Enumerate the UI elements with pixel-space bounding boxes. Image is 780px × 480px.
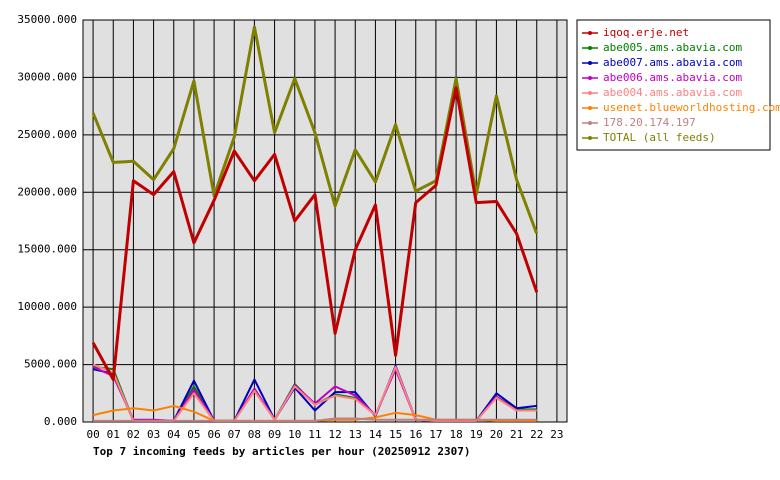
- x-tick-label: 06: [207, 428, 220, 441]
- legend-box: [576, 19, 771, 151]
- y-tick-label: 30000.000: [17, 70, 77, 83]
- chart-title: Top 7 incoming feeds by articles per hou…: [93, 445, 471, 458]
- legend-label: TOTAL (all feeds): [603, 131, 716, 144]
- x-tick-label: 02: [127, 428, 140, 441]
- legend-marker: [588, 61, 592, 65]
- y-tick-label: 5000.000: [24, 358, 77, 371]
- x-tick-label: 19: [470, 428, 483, 441]
- series-line: [91, 86, 539, 382]
- y-tick-label: 20000.000: [17, 185, 77, 198]
- legend-marker: [588, 106, 592, 110]
- y-tick-label: 10000.000: [17, 300, 77, 313]
- legend-label: abe007.ams.abavia.com: [603, 56, 742, 69]
- legend-marker: [588, 91, 592, 95]
- x-tick-label: 08: [248, 428, 261, 441]
- legend-label: abe005.ams.abavia.com: [603, 41, 742, 54]
- legend-marker: [588, 31, 592, 35]
- legend-label: abe004.ams.abavia.com: [603, 86, 742, 99]
- x-tick-label: 13: [349, 428, 362, 441]
- legend-marker: [588, 46, 592, 50]
- legend-label: abe006.ams.abavia.com: [603, 71, 742, 84]
- y-tick-label: 15000.000: [17, 243, 77, 256]
- x-tick-label: 07: [228, 428, 241, 441]
- legend-label: 178.20.174.197: [603, 116, 696, 129]
- y-tick-label: 25000.000: [17, 128, 77, 141]
- y-tick-label: 35000.000: [17, 13, 77, 26]
- x-tick-label: 09: [268, 428, 281, 441]
- x-tick-label: 00: [86, 428, 99, 441]
- legend-marker: [588, 136, 592, 140]
- x-tick-label: 01: [107, 428, 120, 441]
- y-tick-label: 0.000: [44, 415, 77, 428]
- legend-label: iqoq.erje.net: [603, 26, 689, 39]
- legend-marker: [588, 76, 592, 80]
- plot-area: [82, 19, 568, 423]
- x-tick-label: 20: [490, 428, 503, 441]
- x-tick-label: 18: [449, 428, 462, 441]
- x-tick-label: 22: [530, 428, 543, 441]
- x-tick-label: 16: [409, 428, 422, 441]
- x-tick-label: 05: [187, 428, 200, 441]
- x-tick-label: 10: [288, 428, 301, 441]
- legend-marker: [588, 121, 592, 125]
- series-line: [91, 25, 539, 235]
- x-tick-label: 14: [369, 428, 383, 441]
- x-tick-label: 17: [429, 428, 442, 441]
- series-line: [93, 417, 537, 422]
- x-tick-label: 23: [550, 428, 563, 441]
- x-tick-label: 04: [167, 428, 181, 441]
- x-tick-label: 21: [510, 428, 523, 441]
- x-tick-label: 11: [308, 428, 321, 441]
- x-tick-label: 12: [328, 428, 341, 441]
- legend-label: usenet.blueworldhosting.com: [603, 101, 780, 114]
- x-tick-label: 15: [389, 428, 402, 441]
- x-tick-label: 03: [147, 428, 160, 441]
